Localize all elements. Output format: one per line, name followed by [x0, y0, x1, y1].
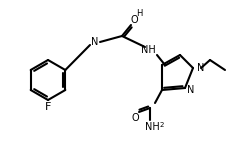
Text: N: N — [91, 37, 99, 47]
Text: H: H — [136, 9, 142, 18]
Text: 2: 2 — [160, 122, 164, 128]
Text: F: F — [45, 102, 51, 112]
Text: N: N — [187, 85, 194, 95]
Text: N: N — [197, 63, 204, 73]
Text: O: O — [130, 15, 138, 25]
Text: O: O — [131, 113, 139, 123]
Text: NH: NH — [145, 122, 159, 132]
Text: NH: NH — [141, 45, 155, 55]
